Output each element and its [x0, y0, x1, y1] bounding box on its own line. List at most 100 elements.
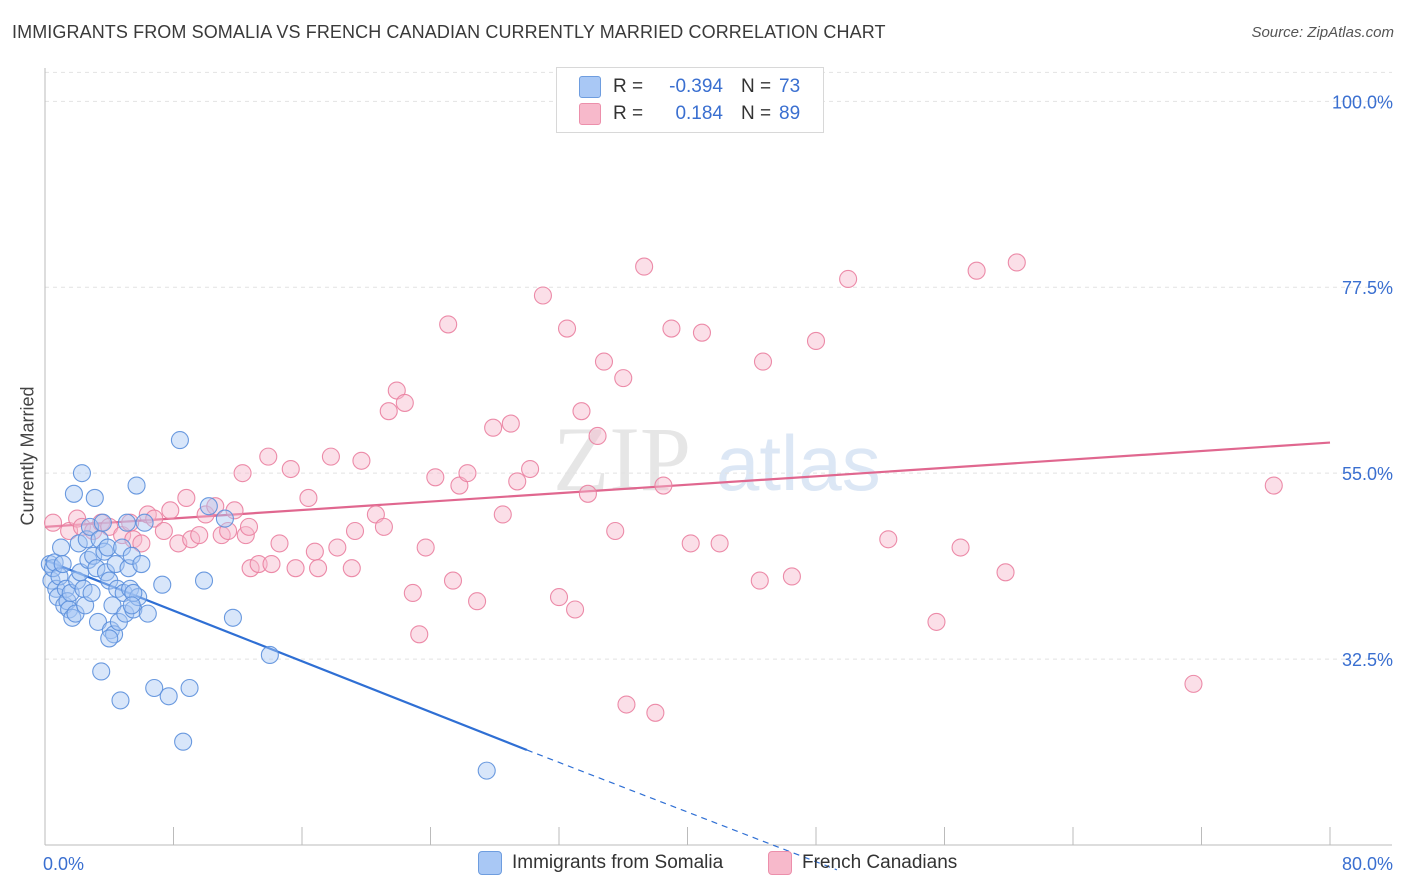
- point-french-canadian: [374, 517, 393, 536]
- point-french-canadian: [484, 418, 503, 437]
- point-somalia: [194, 571, 214, 590]
- point-french-canadian: [646, 703, 665, 722]
- point-french-canadian: [177, 488, 196, 507]
- point-french-canadian: [281, 459, 300, 479]
- y-tick-label: 100.0%: [1332, 92, 1393, 112]
- point-somalia: [52, 538, 71, 557]
- point-french-canadian: [132, 534, 151, 553]
- point-french-canadian: [426, 468, 445, 487]
- point-french-canadian: [839, 269, 858, 289]
- point-french-canadian: [508, 472, 527, 491]
- point-somalia: [477, 761, 496, 780]
- point-french-canadian: [493, 505, 512, 524]
- point-french-canadian: [458, 464, 477, 483]
- point-french-canadian: [1184, 674, 1203, 693]
- x-tick-label-end: 80.0%: [1342, 854, 1393, 874]
- legend-n-label: N =: [741, 103, 772, 124]
- point-french-canadian: [692, 323, 712, 342]
- legend-n-label: N =: [741, 76, 772, 97]
- point-french-canadian: [342, 559, 361, 578]
- point-somalia: [87, 559, 106, 578]
- point-french-canadian: [654, 476, 673, 495]
- point-somalia: [159, 687, 178, 706]
- point-somalia: [180, 678, 199, 698]
- point-somalia: [98, 538, 117, 557]
- trend-line-somalia-extension: [526, 749, 838, 871]
- watermark-zip: ZIP: [553, 408, 691, 510]
- point-french-canadian: [588, 426, 607, 446]
- point-french-canadian: [681, 534, 700, 553]
- legend-row-french-canadians: R = 0.184 N = 89: [579, 101, 800, 127]
- data-points: [40, 253, 1283, 780]
- point-french-canadian: [410, 625, 429, 644]
- legend-r-value: 0.184: [675, 103, 723, 124]
- point-somalia: [93, 513, 112, 532]
- point-somalia: [170, 431, 189, 450]
- point-french-canadian: [753, 352, 773, 371]
- point-somalia: [138, 604, 157, 623]
- point-french-canadian: [557, 319, 577, 338]
- point-french-canadian: [43, 513, 63, 532]
- point-french-canadian: [521, 459, 540, 479]
- legend-swatch-somalia: [579, 76, 601, 98]
- bottom-legend-french-canadians: French Canadians: [768, 851, 957, 875]
- bottom-legend-label-french-canadians: French Canadians: [802, 852, 958, 873]
- point-french-canadian: [951, 538, 970, 557]
- point-french-canadian: [309, 559, 328, 578]
- point-french-canadian: [578, 484, 597, 503]
- point-somalia: [117, 513, 136, 532]
- point-french-canadian: [806, 331, 826, 350]
- point-somalia: [122, 596, 141, 615]
- y-tick-label: 77.5%: [1342, 278, 1393, 298]
- point-somalia: [100, 629, 119, 648]
- point-french-canadian: [345, 521, 365, 541]
- y-tick-label: 55.0%: [1342, 464, 1393, 484]
- point-french-canadian: [270, 534, 289, 553]
- point-french-canadian: [662, 319, 681, 338]
- point-french-canadian: [439, 315, 458, 334]
- point-french-canadian: [154, 521, 173, 541]
- point-french-canadian: [395, 393, 414, 412]
- point-french-canadian: [614, 369, 633, 388]
- point-french-canadian: [239, 517, 259, 536]
- point-somalia: [132, 555, 151, 574]
- point-french-canadian: [566, 600, 585, 619]
- point-somalia: [174, 732, 193, 751]
- point-french-canadian: [782, 567, 801, 586]
- point-french-canadian: [1264, 476, 1283, 495]
- point-somalia: [199, 497, 218, 516]
- point-french-canadian: [379, 402, 398, 421]
- source-credit: Source: ZipAtlas.com: [1251, 24, 1394, 41]
- point-french-canadian: [443, 571, 463, 590]
- point-french-canadian: [299, 488, 318, 507]
- point-french-canadian: [305, 542, 324, 561]
- point-french-canadian: [262, 555, 281, 574]
- point-french-canadian: [352, 451, 371, 470]
- point-somalia: [127, 476, 146, 495]
- axes: [44, 68, 1392, 846]
- point-french-canadian: [286, 559, 305, 578]
- point-somalia: [88, 612, 108, 631]
- point-french-canadian: [145, 509, 164, 528]
- point-french-canadian: [501, 414, 520, 433]
- point-french-canadian: [468, 592, 487, 611]
- bottom-legend-label-somalia: Immigrants from Somalia: [512, 852, 724, 873]
- point-french-canadian: [533, 286, 552, 305]
- legend-box: R = -0.394 N = 73 R = 0.184 N = 89: [556, 67, 824, 133]
- point-french-canadian: [617, 695, 636, 714]
- point-french-canadian: [403, 583, 422, 603]
- point-somalia: [64, 484, 83, 503]
- point-somalia: [145, 678, 164, 698]
- point-french-canadian: [259, 447, 278, 466]
- legend-n-value: 73: [779, 76, 801, 97]
- point-french-canadian: [190, 526, 209, 545]
- point-somalia: [72, 464, 91, 483]
- bottom-legend-swatch-french-canadians: [768, 851, 792, 875]
- point-french-canadian: [635, 257, 654, 276]
- point-somalia: [92, 662, 111, 681]
- point-somalia: [53, 555, 72, 574]
- chart-title: IMMIGRANTS FROM SOMALIA VS FRENCH CANADI…: [12, 22, 886, 42]
- point-french-canadian: [249, 555, 268, 574]
- point-somalia: [223, 608, 242, 627]
